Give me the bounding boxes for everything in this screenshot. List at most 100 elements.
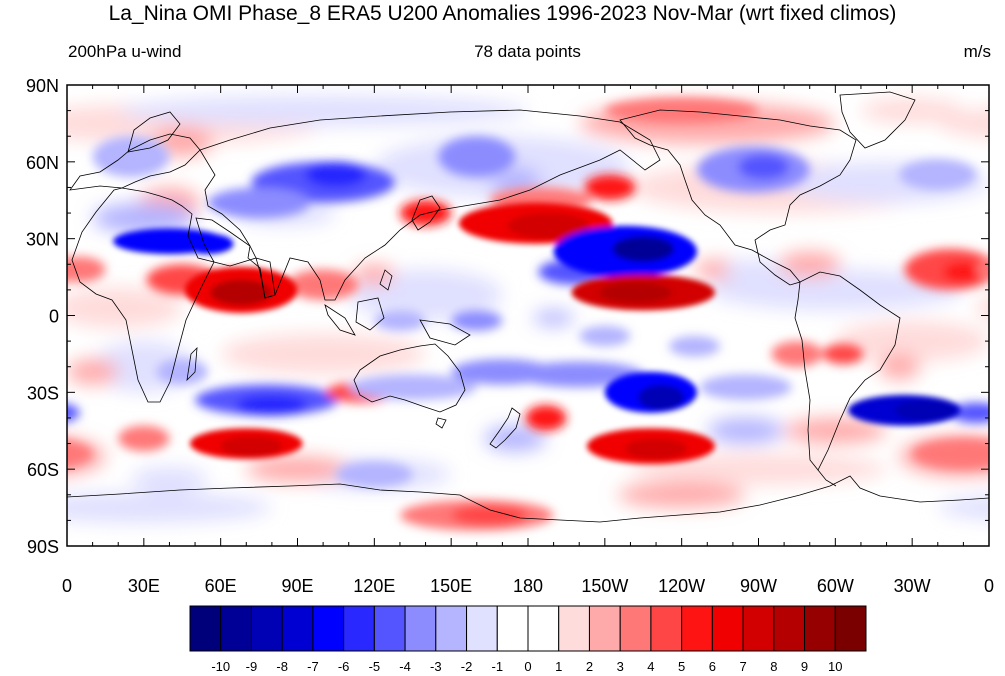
- anomaly-cell: [515, 361, 644, 388]
- lon-tick-label: 60W: [817, 576, 854, 596]
- lon-tick-label: 90E: [281, 576, 313, 596]
- anomaly-cell: [617, 481, 746, 508]
- colorbar-label: 1: [555, 659, 562, 674]
- anomaly-cell: [507, 213, 590, 239]
- anomaly-cell: [950, 402, 989, 424]
- lat-tick-label: 30S: [27, 383, 59, 403]
- anomaly-cell: [399, 200, 452, 226]
- colorbar-label: 4: [647, 659, 654, 674]
- anomaly-cell: [976, 295, 989, 321]
- anomaly-cell: [937, 495, 989, 520]
- colorbar-label: -4: [399, 659, 411, 674]
- colorbar-swatch: [466, 605, 498, 652]
- colorbar-swatch: [189, 605, 222, 652]
- anomaly-cell: [579, 325, 631, 347]
- colorbar-swatch: [250, 605, 283, 652]
- anomaly-cell: [67, 256, 106, 283]
- anomaly-cell: [287, 269, 359, 301]
- anomaly-field: [67, 85, 989, 546]
- anomaly-cell: [236, 394, 308, 416]
- coast-antarctica: [67, 475, 989, 523]
- colorbar-label: -5: [369, 659, 381, 674]
- colorbar-label: 9: [801, 659, 808, 674]
- anomaly-cell: [156, 359, 208, 385]
- lon-tick-label: 30E: [128, 576, 160, 596]
- colorbar-swatch: [681, 605, 713, 652]
- anomaly-cell: [220, 435, 283, 457]
- lat-tick-label: 60N: [26, 153, 59, 173]
- anomaly-cell: [374, 310, 426, 331]
- colorbar-swatch: [343, 605, 375, 652]
- colorbar-label: 5: [678, 659, 685, 674]
- anomaly-cell: [118, 95, 528, 126]
- lon-tick-label: 150E: [430, 576, 472, 596]
- anomaly-cell: [348, 374, 477, 401]
- anomaly-cell: [533, 310, 575, 326]
- lon-tick-label: 180: [513, 576, 543, 596]
- colorbar-label: 6: [709, 659, 716, 674]
- lon-tick-label: 60E: [205, 576, 237, 596]
- anomaly-cell: [305, 161, 367, 188]
- anomaly-cell: [878, 353, 920, 380]
- coast-eurasia: [199, 109, 661, 301]
- coast-sumatra: [324, 304, 356, 336]
- anomaly-cell: [525, 405, 567, 431]
- anomaly-cell: [894, 400, 956, 421]
- coast-africa: [71, 187, 215, 403]
- coast-scandinavia: [127, 111, 181, 153]
- anomaly-cell: [246, 456, 349, 482]
- anomaly-cell: [67, 492, 272, 523]
- colorbar-label: 3: [617, 659, 624, 674]
- lat-tick-label: 90S: [27, 537, 59, 557]
- anomaly-cell: [67, 287, 183, 329]
- anomaly-cell: [210, 279, 272, 306]
- lon-tick-label: 90W: [740, 576, 777, 596]
- coast-antarctic-peninsula: [817, 469, 837, 487]
- anomaly-cell: [151, 125, 213, 157]
- colorbar-swatch: [588, 605, 621, 652]
- lat-tick-label: 30N: [26, 230, 59, 250]
- lat-tick-label: 0: [49, 307, 59, 327]
- anomaly-cell: [738, 154, 790, 180]
- anomaly-cell: [207, 187, 311, 219]
- anomaly-cell: [912, 438, 989, 470]
- lon-tick-label: 120E: [353, 576, 395, 596]
- colorbar-label: -10: [211, 659, 230, 674]
- anomaly-cell: [707, 417, 785, 444]
- anomaly-cell: [822, 343, 864, 365]
- anomaly-cell: [638, 384, 685, 411]
- lon-tick-label: 120W: [658, 576, 705, 596]
- map-frame: [66, 84, 990, 547]
- lon-tick-label: 150W: [581, 576, 628, 596]
- coast-europe: [69, 133, 201, 191]
- anomaly-cell: [92, 136, 170, 178]
- colorbar-swatch: [558, 605, 590, 652]
- variable-label: 200hPa u-wind: [68, 42, 182, 61]
- colorbar-label: 7: [739, 659, 746, 674]
- colorbar-label: -8: [276, 659, 288, 674]
- colorbar-swatch: [220, 605, 252, 652]
- lat-tick-label: 60S: [27, 460, 59, 480]
- anomaly-cell: [118, 425, 170, 452]
- anomaly-cell: [771, 341, 823, 367]
- colorbar-swatch: [804, 605, 836, 652]
- anomaly-cell: [451, 505, 528, 526]
- coast-newguinea: [419, 319, 471, 346]
- lat-tick-label: 90N: [26, 76, 59, 96]
- colorbar-swatch: [834, 605, 867, 652]
- anomaly-cell: [668, 335, 721, 357]
- colorbar-label: -6: [338, 659, 350, 674]
- anomaly-cell: [438, 136, 516, 178]
- colorbar-label: -1: [491, 659, 503, 674]
- coast-borneo: [355, 297, 385, 331]
- anomaly-cell: [942, 261, 984, 283]
- anomaly-cell: [353, 264, 395, 285]
- coast-newzealand: [489, 407, 521, 449]
- anomaly-cell: [599, 282, 672, 303]
- colorbar-swatch: [435, 605, 468, 652]
- chart-title: La_Nina OMI Phase_8 ERA5 U200 Anomalies …: [108, 2, 897, 25]
- coast-southamerica: [794, 271, 901, 471]
- anomaly-cell: [612, 236, 674, 262]
- latitude-axis: 90N 60N 30N 0 30S 60S 90S: [26, 76, 59, 557]
- anomaly-cell: [67, 359, 119, 385]
